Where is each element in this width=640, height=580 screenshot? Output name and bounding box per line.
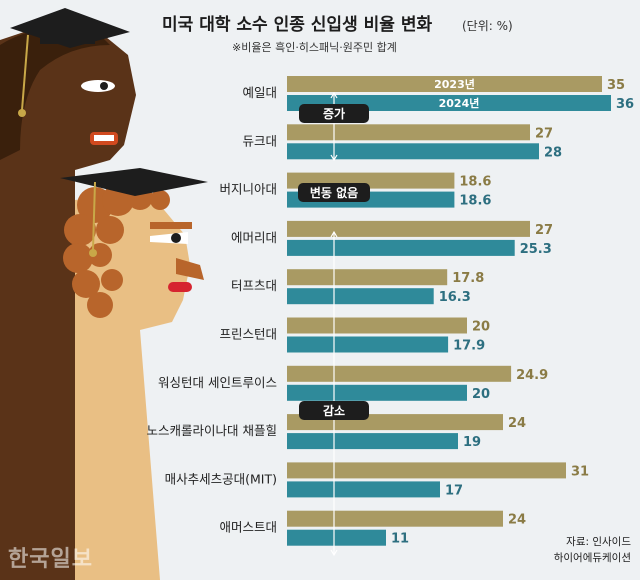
bar-2024 (287, 529, 386, 546)
annotation-text: 변동 없음 (310, 185, 358, 200)
value-label: 18.6 (459, 194, 491, 209)
bar-2023 (287, 220, 530, 237)
value-label: 24 (508, 513, 526, 528)
value-label: 28 (544, 145, 562, 160)
value-label: 27 (535, 223, 553, 238)
legend-label: 2024년 (439, 96, 480, 110)
category-label: 예일대 (242, 85, 277, 100)
annotation-decrease: 감소 (299, 401, 369, 420)
category-label: 매사추세츠공대(MIT) (165, 471, 277, 486)
value-label: 19 (463, 435, 481, 450)
category-label: 듀크대 (242, 133, 277, 148)
bar-2023 (287, 365, 512, 382)
category-label: 버지니아대 (219, 182, 277, 197)
annotation-text: 감소 (323, 403, 345, 418)
value-label: 20 (472, 320, 490, 335)
value-label: 24.9 (516, 368, 548, 383)
category-label: 에머리대 (231, 230, 277, 245)
value-label: 25.3 (520, 242, 552, 257)
value-label: 24 (508, 416, 526, 431)
arrow-head-down (330, 154, 338, 162)
category-label: 터프츠대 (231, 278, 277, 293)
source-line-2: 하이어에듀케이션 (554, 551, 631, 564)
category-label: 애머스트대 (219, 520, 277, 535)
chart-subtitle: ※비율은 흑인·히스패닉·원주민 합계 (232, 40, 397, 54)
bar-2024 (287, 481, 440, 498)
bar-2024 (287, 336, 449, 353)
source-line-1: 자료: 인사이드 (566, 536, 631, 548)
bar-2023 (287, 317, 467, 334)
bar-2024 (287, 239, 515, 256)
chart-title-group: 미국 대학 소수 인종 신입생 비율 변화 (단위: %) ※비율은 흑인·히스… (162, 15, 513, 54)
value-label: 17.9 (453, 339, 485, 354)
legend-label: 2023년 (434, 77, 475, 91)
bar-2024 (287, 433, 458, 450)
value-label: 27 (535, 126, 553, 141)
value-label: 17.8 (452, 271, 484, 286)
annotation-box (299, 401, 369, 420)
arrow-decrease (330, 230, 338, 557)
arrow-head-down (330, 549, 338, 557)
arrow-head-up (330, 230, 338, 238)
category-label: 워싱턴대 세인트루이스 (158, 375, 277, 390)
bar-2023 (287, 269, 448, 286)
value-label: 18.6 (459, 175, 491, 190)
value-label: 17 (445, 483, 463, 498)
value-label: 31 (571, 464, 589, 479)
category-label: 노스캐롤라이나대 채플힐 (147, 423, 277, 438)
annotation-text: 증가 (323, 106, 345, 121)
bar-2024 (287, 384, 467, 401)
value-label: 35 (607, 78, 625, 93)
watermark-logo: 한국일보 (8, 547, 93, 572)
bar-2024 (287, 143, 539, 160)
annotation-box (298, 183, 370, 202)
annotation-increase: 증가 (299, 104, 369, 123)
chart-unit: (단위: %) (462, 19, 513, 33)
annotation-box (299, 104, 369, 123)
bar-2023 (287, 510, 503, 527)
chart-title: 미국 대학 소수 인종 신입생 비율 변화 (162, 15, 432, 35)
bar-2023 (287, 462, 566, 479)
bar-2023 (287, 76, 602, 92)
value-label: 16.3 (439, 290, 471, 305)
arrow-head-up (330, 91, 338, 99)
value-label: 36 (616, 97, 634, 112)
bar-2024 (287, 288, 434, 305)
bar-2023 (287, 124, 530, 141)
annotation-no-change: 변동 없음 (298, 183, 370, 202)
value-label: 20 (472, 387, 490, 402)
value-label: 11 (391, 532, 409, 547)
source-note: 자료: 인사이드 하이어에듀케이션 (554, 536, 632, 564)
category-label: 프린스턴대 (219, 327, 277, 342)
